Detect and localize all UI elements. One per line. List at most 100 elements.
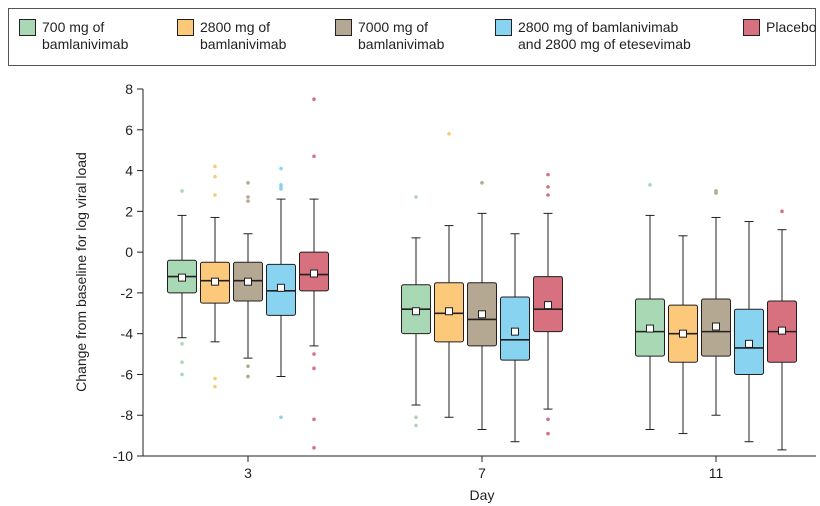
mean-marker bbox=[412, 307, 420, 316]
mean-marker bbox=[178, 273, 186, 282]
y-tick-label: -10 bbox=[113, 448, 133, 464]
outlier-point bbox=[414, 415, 418, 420]
mean-marker bbox=[544, 301, 552, 310]
box-4-2 bbox=[767, 209, 797, 451]
y-tick-label: -4 bbox=[121, 326, 134, 342]
outlier-point bbox=[279, 166, 283, 171]
outlier-point bbox=[414, 195, 418, 199]
y-tick-label: -6 bbox=[121, 366, 134, 382]
legend-swatch-700mg bbox=[19, 19, 36, 36]
box-1-0 bbox=[200, 164, 230, 389]
legend-item-placebo: Placebo bbox=[743, 19, 817, 36]
mean-marker bbox=[310, 269, 318, 278]
box-2-1 bbox=[467, 180, 497, 430]
outlier-point bbox=[546, 431, 550, 436]
mean-marker bbox=[211, 277, 219, 286]
legend-label-700mg: 700 mg of bamlanivimab bbox=[42, 19, 129, 52]
outlier-point bbox=[648, 183, 652, 187]
box-4-1 bbox=[533, 172, 563, 436]
mean-marker bbox=[277, 283, 285, 292]
outlier-point bbox=[780, 209, 784, 214]
outlier-point bbox=[246, 374, 250, 379]
x-ticks: 3 7 11 bbox=[244, 456, 723, 481]
mean-marker bbox=[511, 327, 519, 336]
y-ticks: -10 -8 -6 -4 -2 0 2 4 6 8 bbox=[113, 81, 143, 464]
box-0-1 bbox=[401, 195, 431, 428]
legend-swatch-combo bbox=[495, 19, 512, 36]
outlier-point bbox=[312, 352, 316, 356]
legend-item-7000mg: 7000 mg of bamlanivimab bbox=[335, 19, 444, 53]
box-0-0 bbox=[167, 189, 197, 377]
legend-item-700mg: 700 mg of bamlanivimab bbox=[19, 19, 128, 53]
legend-swatch-7000mg bbox=[335, 19, 352, 36]
mean-marker bbox=[745, 339, 753, 348]
box-3-0 bbox=[266, 166, 296, 420]
y-tick-label: 4 bbox=[125, 163, 133, 179]
outlier-point bbox=[546, 172, 550, 177]
mean-marker bbox=[778, 326, 786, 335]
y-tick-label: -8 bbox=[121, 407, 134, 423]
outlier-point bbox=[312, 97, 316, 101]
legend-label-7000mg: 7000 mg of bamlanivimab bbox=[358, 19, 445, 52]
outlier-point bbox=[546, 185, 550, 189]
mean-marker bbox=[712, 322, 720, 331]
legend-label-placebo: Placebo bbox=[766, 19, 817, 35]
mean-marker bbox=[478, 310, 486, 319]
box-4-0 bbox=[299, 97, 329, 450]
outlier-point bbox=[546, 193, 550, 197]
legend-item-2800mg: 2800 mg of bamlanivimab bbox=[177, 19, 286, 53]
outlier-point bbox=[213, 384, 217, 389]
outlier-point bbox=[312, 417, 316, 422]
box-0-2 bbox=[635, 183, 665, 430]
mean-marker bbox=[646, 324, 654, 333]
y-tick-label: 2 bbox=[125, 203, 133, 219]
outlier-point bbox=[213, 174, 217, 179]
outlier-point bbox=[714, 191, 718, 195]
outlier-point bbox=[279, 415, 283, 420]
outlier-point bbox=[213, 164, 217, 169]
box-1-1 bbox=[434, 132, 464, 418]
outlier-point bbox=[447, 132, 451, 136]
outlier-point bbox=[312, 154, 316, 159]
box-3-2 bbox=[734, 221, 764, 443]
outlier-point bbox=[180, 372, 184, 377]
mean-marker bbox=[244, 277, 252, 286]
outlier-point bbox=[213, 193, 217, 197]
outlier-point bbox=[180, 342, 184, 346]
y-tick-label: 8 bbox=[125, 81, 133, 97]
outlier-point bbox=[246, 180, 250, 185]
outlier-point bbox=[180, 360, 184, 365]
outlier-point bbox=[246, 364, 250, 369]
legend: 700 mg of bamlanivimab 2800 mg of bamlan… bbox=[8, 8, 817, 66]
x-tick-label: 3 bbox=[244, 465, 252, 481]
y-axis-label: Change from baseline for log viral load bbox=[73, 152, 89, 392]
outlier-point bbox=[279, 187, 283, 191]
outlier-point bbox=[246, 195, 250, 199]
box-1-2 bbox=[668, 235, 698, 435]
legend-label-combo: 2800 mg of bamlanivimab and 2800 mg of e… bbox=[518, 19, 691, 52]
outlier-point bbox=[312, 446, 316, 450]
outlier-point bbox=[246, 199, 250, 203]
legend-label-2800mg: 2800 mg of bamlanivimab bbox=[200, 19, 287, 52]
outlier-point bbox=[546, 417, 550, 422]
legend-item-combo: 2800 mg of bamlanivimab and 2800 mg of e… bbox=[495, 19, 691, 53]
y-tick-label: -2 bbox=[121, 285, 134, 301]
mean-marker bbox=[445, 307, 453, 316]
legend-swatch-placebo bbox=[743, 19, 760, 36]
box-2-0 bbox=[233, 180, 263, 379]
outlier-point bbox=[480, 180, 484, 185]
x-tick-label: 7 bbox=[478, 465, 486, 481]
outlier-point bbox=[414, 423, 418, 428]
box-3-1 bbox=[500, 233, 530, 443]
boxes bbox=[167, 97, 797, 451]
box-2-2 bbox=[701, 189, 731, 416]
axes bbox=[142, 89, 816, 457]
mean-marker bbox=[679, 329, 687, 338]
outlier-point bbox=[180, 189, 184, 193]
outlier-point bbox=[312, 366, 316, 371]
outlier-point bbox=[213, 376, 217, 381]
legend-swatch-2800mg bbox=[177, 19, 194, 36]
y-tick-label: 0 bbox=[125, 244, 133, 260]
x-axis-label: Day bbox=[470, 487, 495, 503]
